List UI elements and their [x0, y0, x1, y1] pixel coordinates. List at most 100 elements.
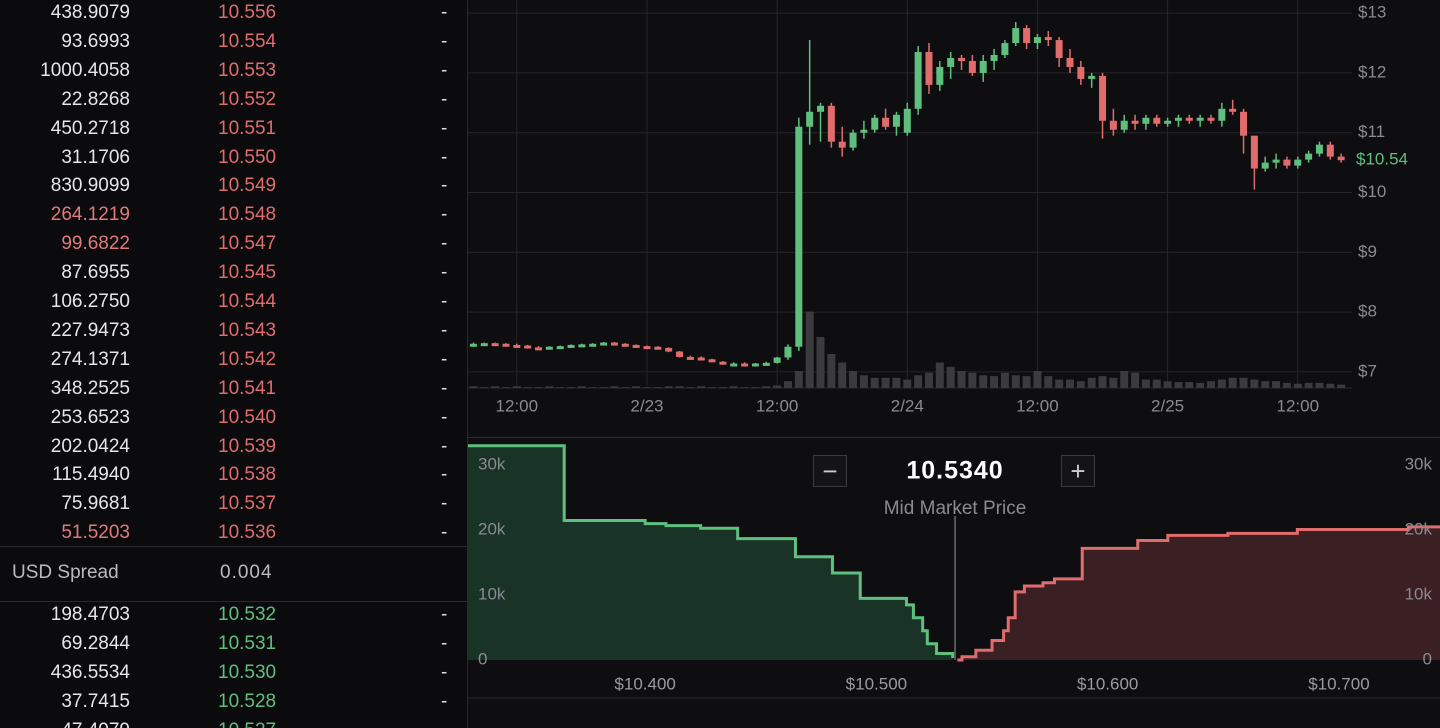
change: - — [441, 633, 448, 654]
volume-bar — [501, 387, 510, 388]
price: 10.549 — [218, 175, 277, 197]
size: 274.1371 — [50, 348, 130, 370]
candle-body — [545, 346, 553, 350]
volume-bar — [783, 381, 792, 388]
volume-bar — [968, 372, 977, 388]
volume-bar — [588, 387, 597, 388]
candle-body — [1131, 120, 1139, 124]
y-tick-label: $13 — [1358, 3, 1386, 22]
volume-bar — [1076, 381, 1085, 388]
size: 253.6523 — [50, 406, 130, 428]
volume-bar — [1239, 377, 1248, 388]
price: 10.530 — [218, 662, 277, 683]
price: 10.531 — [218, 633, 277, 654]
y-tick-label: $11 — [1358, 122, 1385, 141]
zoom-out-button[interactable]: − — [813, 455, 847, 487]
candle-body — [1315, 144, 1323, 154]
volume-bar — [1022, 376, 1031, 388]
y-tick-label: $7 — [1358, 361, 1377, 380]
size: 87.6955 — [61, 262, 130, 284]
size: 202.0424 — [50, 435, 130, 457]
volume-bar — [480, 387, 489, 388]
volume-bar — [1055, 379, 1064, 388]
volume-bar — [1098, 376, 1107, 388]
size: 47.4079 — [61, 720, 130, 728]
y-tick-label: $10 — [1358, 182, 1386, 201]
volume-bar — [1272, 381, 1281, 388]
zoom-in-button[interactable]: + — [1061, 455, 1095, 487]
price: 10.540 — [218, 406, 277, 428]
candle-body — [1120, 120, 1128, 130]
candle-body — [578, 344, 586, 348]
price: 10.547 — [218, 233, 277, 255]
change: - — [441, 262, 448, 284]
y-tick-label-right: 10k — [1405, 585, 1433, 604]
mid-price: 10.5340 — [906, 457, 1003, 485]
change: - — [441, 406, 448, 428]
volume-bar — [718, 387, 727, 388]
price: 10.550 — [218, 146, 277, 168]
volume-bar — [838, 362, 847, 388]
spread-label: USD Spread — [12, 562, 119, 583]
candle-body — [1153, 117, 1161, 124]
candle-body — [751, 363, 759, 367]
candle-body — [914, 52, 922, 109]
candle-body — [968, 60, 976, 73]
volume-bar — [816, 337, 825, 388]
candle-body — [1088, 75, 1096, 79]
volume-bar — [805, 311, 814, 388]
size: 75.9681 — [61, 493, 130, 515]
x-tick-label: $10.500 — [846, 674, 907, 693]
candle-body — [1099, 75, 1107, 121]
candle-body — [1196, 117, 1204, 121]
volume-bar — [1033, 371, 1042, 388]
candle-body — [860, 129, 868, 133]
y-tick-label-right: 0 — [1423, 649, 1432, 668]
volume-bar — [924, 372, 933, 388]
price: 10.544 — [218, 291, 277, 312]
candle-body — [1109, 120, 1117, 130]
candle-body — [1326, 144, 1334, 157]
candle-body — [524, 345, 532, 349]
price: 10.548 — [218, 204, 277, 226]
price: 10.545 — [218, 262, 277, 284]
candle-body — [708, 359, 716, 363]
candle-body — [643, 346, 651, 350]
candle-body — [903, 108, 911, 133]
volume-bar — [1326, 383, 1335, 388]
price: 10.556 — [218, 2, 277, 23]
volume-bar — [491, 386, 500, 388]
y-tick-label: 0 — [478, 649, 487, 668]
candle-body — [882, 117, 890, 127]
candle-body — [762, 362, 770, 366]
change: - — [441, 204, 448, 226]
candle-body — [1240, 111, 1248, 136]
change: - — [441, 662, 448, 683]
volume-bar — [1315, 382, 1324, 388]
size: 438.9079 — [50, 2, 130, 23]
candle-body — [936, 66, 944, 85]
size: 115.4940 — [52, 464, 130, 486]
price: 10.528 — [218, 691, 277, 712]
candle-body — [697, 357, 705, 361]
candle-body — [784, 346, 792, 358]
change: - — [441, 146, 448, 168]
candle-body — [567, 344, 575, 348]
change: - — [441, 464, 448, 486]
volume-bar — [1044, 376, 1053, 388]
price: 10.536 — [218, 522, 277, 544]
volume-bar — [1087, 377, 1096, 388]
size: 93.6993 — [61, 30, 130, 52]
candle-body — [556, 346, 564, 350]
price: 10.542 — [218, 348, 277, 370]
candle-body — [1033, 37, 1041, 44]
change: - — [441, 720, 447, 728]
price: 10.537 — [218, 493, 277, 515]
volume-bar — [903, 379, 912, 388]
size: 99.6822 — [61, 233, 130, 255]
volume-bar — [751, 387, 760, 388]
size: 22.8268 — [61, 88, 130, 110]
change: - — [441, 348, 448, 370]
volume-bar — [1065, 379, 1074, 388]
separator — [0, 546, 467, 547]
